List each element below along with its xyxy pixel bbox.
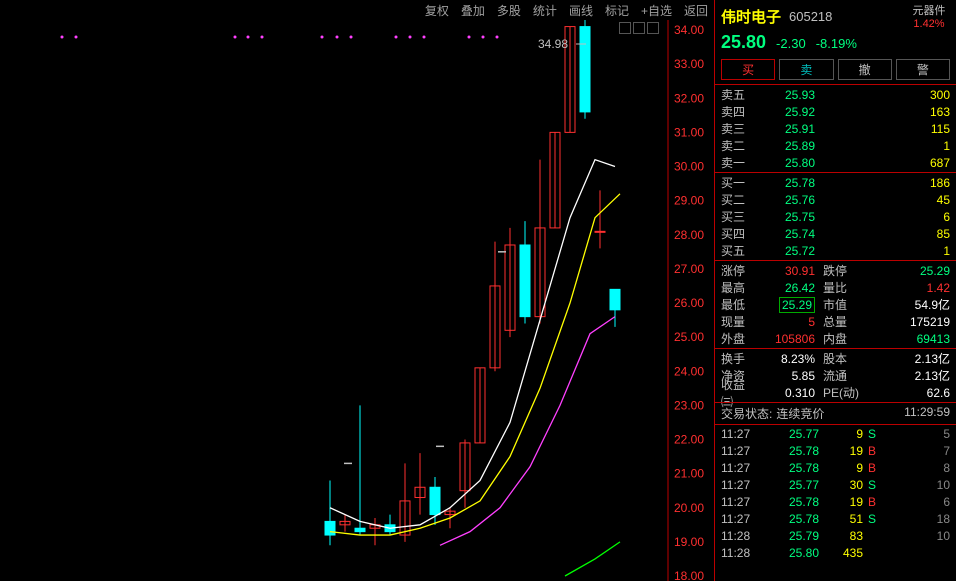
toolbar-5[interactable]: 标记 [599,2,635,19]
view-icon-3[interactable] [647,22,659,34]
svg-text:26.00: 26.00 [674,296,704,310]
svg-text:29.00: 29.00 [674,194,704,208]
toolbar-7[interactable]: 返回 [678,2,714,19]
orderbook-row[interactable]: 卖三25.91115 [721,120,950,137]
quote-panel: 伟时电子 605218 元器件 1.42% 25.80 -2.30 -8.19%… [714,0,956,581]
orderbook-row[interactable]: 买三25.756 [721,208,950,225]
ask-book: 卖五25.93300卖四25.92163卖三25.91115卖二25.891卖一… [715,85,956,172]
action-btn-警[interactable]: 警 [896,59,950,80]
svg-text:30.00: 30.00 [674,160,704,174]
orderbook-row[interactable]: 卖五25.93300 [721,86,950,103]
tick-row: 11:2825.80435 [721,544,950,561]
orderbook-row[interactable]: 卖四25.92163 [721,103,950,120]
toolbar-1[interactable]: 叠加 [455,2,491,19]
svg-text:20.00: 20.00 [674,501,704,515]
top-toolbar: 复权叠加多股统计画线标记+自选返回 [419,0,714,20]
svg-text:18.00: 18.00 [674,569,704,581]
stat-row: 换手8.23%股本2.13亿 [721,350,950,367]
orderbook-row[interactable]: 买一25.78186 [721,174,950,191]
action-btn-撤[interactable]: 撤 [838,59,892,80]
action-btn-买[interactable]: 买 [721,59,775,80]
stat-row: 现量5总量175219 [721,313,950,330]
sector-badge[interactable]: 元器件 1.42% [908,2,950,30]
stock-header: 伟时电子 605218 元器件 1.42% [715,0,956,32]
svg-text:27.00: 27.00 [674,262,704,276]
price-line: 25.80 -2.30 -8.19% [715,32,956,57]
orderbook-row[interactable]: 卖二25.891 [721,137,950,154]
svg-text:31.00: 31.00 [674,125,704,139]
toolbar-4[interactable]: 画线 [563,2,599,19]
price-change: -2.30 [776,36,806,51]
tick-row: 11:2725.7730S10 [721,476,950,493]
tick-row: 11:2725.779S5 [721,425,950,442]
tick-row: 11:2725.7851S18 [721,510,950,527]
svg-text:23.00: 23.00 [674,398,704,412]
stat-row: 外盘105806内盘69413 [721,330,950,347]
stats-block-1: 涨停30.91跌停25.29最高26.42量比1.42最低25.29市值54.9… [715,261,956,348]
orderbook-row[interactable]: 买二25.7645 [721,191,950,208]
svg-text:25.00: 25.00 [674,330,704,344]
svg-text:32.00: 32.00 [674,91,704,105]
tick-row: 11:2725.7819B7 [721,442,950,459]
action-btn-卖[interactable]: 卖 [779,59,833,80]
price-change-pct: -8.19% [816,36,857,51]
last-price: 25.80 [721,32,766,53]
orderbook-row[interactable]: 买四25.7485 [721,225,950,242]
tick-row: 11:2725.789B8 [721,459,950,476]
svg-text:19.00: 19.00 [674,535,704,549]
stat-row: 收益㈢0.310PE(动)62.6 [721,384,950,401]
stat-row: 涨停30.91跌停25.29 [721,262,950,279]
action-buttons: 买卖撤警 [715,57,956,84]
stock-name[interactable]: 伟时电子 [721,6,781,27]
stats-block-2: 换手8.23%股本2.13亿净资5.85流通2.13亿收益㈢0.310PE(动)… [715,349,956,402]
svg-text:34.00: 34.00 [674,23,704,37]
orderbook-row[interactable]: 买五25.721 [721,242,950,259]
svg-text:28.00: 28.00 [674,228,704,242]
stat-row: 净资5.85流通2.13亿 [721,367,950,384]
toolbar-0[interactable]: 复权 [419,2,455,19]
stat-row: 最低25.29市值54.9亿 [721,296,950,313]
toolbar-3[interactable]: 统计 [527,2,563,19]
orderbook-row[interactable]: 卖一25.80687 [721,154,950,171]
view-icon-1[interactable] [619,22,631,34]
view-icon-2[interactable] [633,22,645,34]
tick-row: 11:2825.798310 [721,527,950,544]
svg-text:22.00: 22.00 [674,433,704,447]
bid-book: 买一25.78186买二25.7645买三25.756买四25.7485买五25… [715,173,956,260]
svg-text:24.00: 24.00 [674,364,704,378]
toolbar-6[interactable]: +自选 [635,2,678,19]
toolbar-2[interactable]: 多股 [491,2,527,19]
candlestick-chart[interactable]: 18.00 19.00 20.00 21.00 22.00 23.00 24.00 25.00… [0,20,714,581]
svg-text:21.00: 21.00 [674,467,704,481]
trading-status: 交易状态: 连续竞价 11:29:59 [715,403,956,424]
tick-list: 11:2725.779S511:2725.7819B711:2725.789B8… [715,425,956,581]
svg-text:33.00: 33.00 [674,57,704,71]
svg-text:34.98: 34.98 [538,37,568,51]
chart-view-toggles[interactable] [619,22,659,34]
stock-code: 605218 [789,9,832,24]
tick-row: 11:2725.7819B6 [721,493,950,510]
stat-row: 最高26.42量比1.42 [721,279,950,296]
